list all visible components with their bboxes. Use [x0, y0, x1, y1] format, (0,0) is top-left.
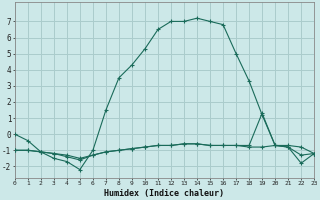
X-axis label: Humidex (Indice chaleur): Humidex (Indice chaleur) — [105, 189, 225, 198]
